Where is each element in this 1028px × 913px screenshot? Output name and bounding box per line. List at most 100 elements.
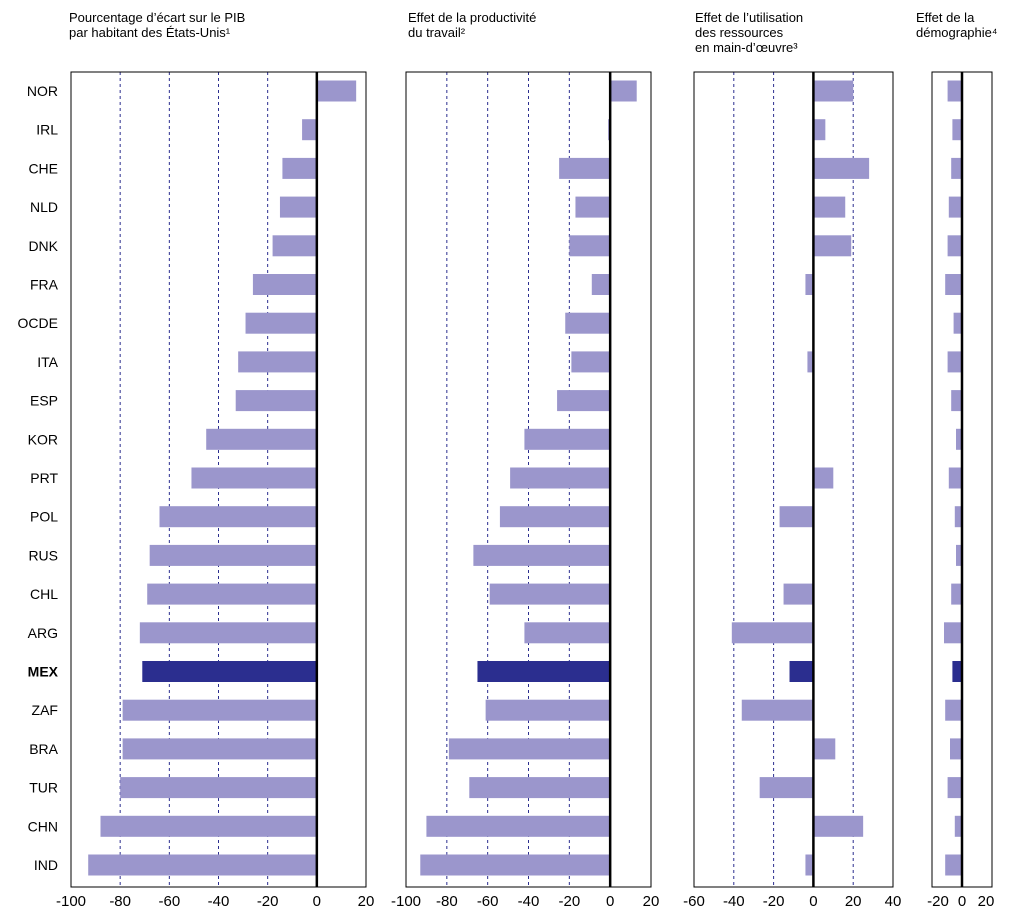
bar-p0-pol <box>159 506 317 528</box>
tick-label-p0-3: -40 <box>208 893 230 910</box>
bar-p3-ita <box>947 351 962 373</box>
bar-p2-irl <box>813 119 826 141</box>
bar-p1-nld <box>575 196 611 218</box>
tick-label-p1-6: 20 <box>643 893 660 910</box>
bar-p0-mex <box>142 661 317 682</box>
bar-p3-ocde <box>953 312 962 334</box>
bar-p1-arg <box>524 622 611 644</box>
bar-p3-rus <box>956 544 962 566</box>
panel-title-demography: Effet de la démographie⁴ <box>916 10 998 40</box>
bar-p1-nor <box>610 80 637 102</box>
bar-p0-chl <box>147 583 317 605</box>
category-label-fra: FRA <box>30 277 59 293</box>
bar-p0-dnk <box>272 235 317 257</box>
bar-p1-rus <box>473 544 611 566</box>
bar-p0-bra <box>122 738 317 760</box>
tick-label-p3-1: 0 <box>958 893 966 910</box>
category-label-bra: BRA <box>29 741 58 757</box>
bar-p3-irl <box>952 119 962 141</box>
bar-p2-nld <box>813 196 846 218</box>
bar-p0-zaf <box>122 699 317 721</box>
category-label-dnk: DNK <box>28 238 58 254</box>
bar-p0-fra <box>252 274 317 295</box>
category-label-rus: RUS <box>28 547 58 563</box>
bar-p2-ita <box>807 351 814 373</box>
category-label-ita: ITA <box>37 354 58 370</box>
tick-label-p1-1: -80 <box>436 893 458 910</box>
bar-p0-ind <box>88 854 317 876</box>
bar-p3-esp <box>951 390 962 412</box>
tick-label-p2-3: 0 <box>809 893 817 910</box>
tick-label-p0-5: 0 <box>313 893 321 910</box>
category-label-mex: MEX <box>28 664 59 680</box>
bar-p3-nld <box>948 196 962 218</box>
bar-p2-chl <box>783 583 814 605</box>
tick-label-p1-5: 0 <box>606 893 614 910</box>
tick-label-p1-0: -100 <box>391 893 421 910</box>
tick-label-p1-3: -40 <box>518 893 540 910</box>
bar-p0-esp <box>235 390 317 412</box>
tick-label-p0-0: -100 <box>56 893 86 910</box>
category-label-chn: CHN <box>28 818 58 834</box>
panel-title-labour-utilisation: Effet de l’utilisation des ressources en… <box>695 10 804 55</box>
bar-p3-zaf <box>945 699 962 721</box>
bar-p3-fra <box>945 274 962 295</box>
tick-label-p2-4: 20 <box>845 893 862 910</box>
bar-p0-tur <box>120 777 317 799</box>
bar-p2-mex <box>789 661 814 682</box>
tick-label-p1-2: -60 <box>477 893 499 910</box>
bar-p3-tur <box>947 777 962 799</box>
bar-p0-chn <box>100 815 317 837</box>
bar-p0-kor <box>206 428 317 450</box>
bar-p1-dnk <box>569 235 611 257</box>
bar-p3-chn <box>954 815 962 837</box>
bar-p2-zaf <box>741 699 814 721</box>
category-label-chl: CHL <box>30 586 58 602</box>
bar-p0-rus <box>149 544 317 566</box>
tick-label-p0-4: -20 <box>257 893 279 910</box>
bar-p3-arg <box>944 622 962 644</box>
bar-p2-bra <box>813 738 836 760</box>
plot-frame-p2 <box>693 71 894 888</box>
bar-p0-arg <box>139 622 317 644</box>
bar-p2-chn <box>813 815 864 837</box>
bar-p2-dnk <box>813 235 852 257</box>
bar-p2-fra <box>805 274 814 295</box>
bar-p0-nor <box>316 80 357 102</box>
bar-p2-tur <box>759 777 814 799</box>
bar-p1-bra <box>448 738 611 760</box>
category-label-kor: KOR <box>28 431 58 447</box>
category-label-arg: ARG <box>28 625 58 641</box>
bar-p2-arg <box>731 622 814 644</box>
bar-p3-kor <box>956 428 962 450</box>
bar-p3-bra <box>950 738 962 760</box>
tick-label-p3-2: 20 <box>978 893 995 910</box>
category-label-ind: IND <box>34 857 58 873</box>
bar-p3-che <box>951 157 962 179</box>
panel-title-gdp-gap: Pourcentage d’écart sur le PIB par habit… <box>69 10 246 40</box>
tick-label-p1-4: -20 <box>558 893 580 910</box>
bar-p1-pol <box>499 506 611 528</box>
bar-p1-che <box>559 157 611 179</box>
bar-p1-zaf <box>485 699 611 721</box>
panel-title-productivity: Effet de la productivité du travail² <box>408 10 537 40</box>
bar-p1-ita <box>571 351 611 373</box>
bar-p3-ind <box>945 854 962 876</box>
category-label-prt: PRT <box>30 470 58 486</box>
category-label-irl: IRL <box>36 122 58 138</box>
tick-label-p2-5: 40 <box>885 893 902 910</box>
tick-label-p2-0: -60 <box>683 893 705 910</box>
bar-p1-ocde <box>565 312 611 334</box>
category-label-esp: ESP <box>30 393 58 409</box>
category-label-nor: NOR <box>27 83 58 99</box>
bar-p2-che <box>813 157 870 179</box>
category-label-tur: TUR <box>29 780 58 796</box>
bar-p1-prt <box>510 467 611 489</box>
plot-frame-p0 <box>70 71 367 888</box>
bar-p1-chl <box>489 583 611 605</box>
tick-label-p2-2: -20 <box>763 893 785 910</box>
plot-frame-p1 <box>405 71 652 888</box>
bar-p1-ind <box>420 854 611 876</box>
bar-p1-tur <box>469 777 611 799</box>
